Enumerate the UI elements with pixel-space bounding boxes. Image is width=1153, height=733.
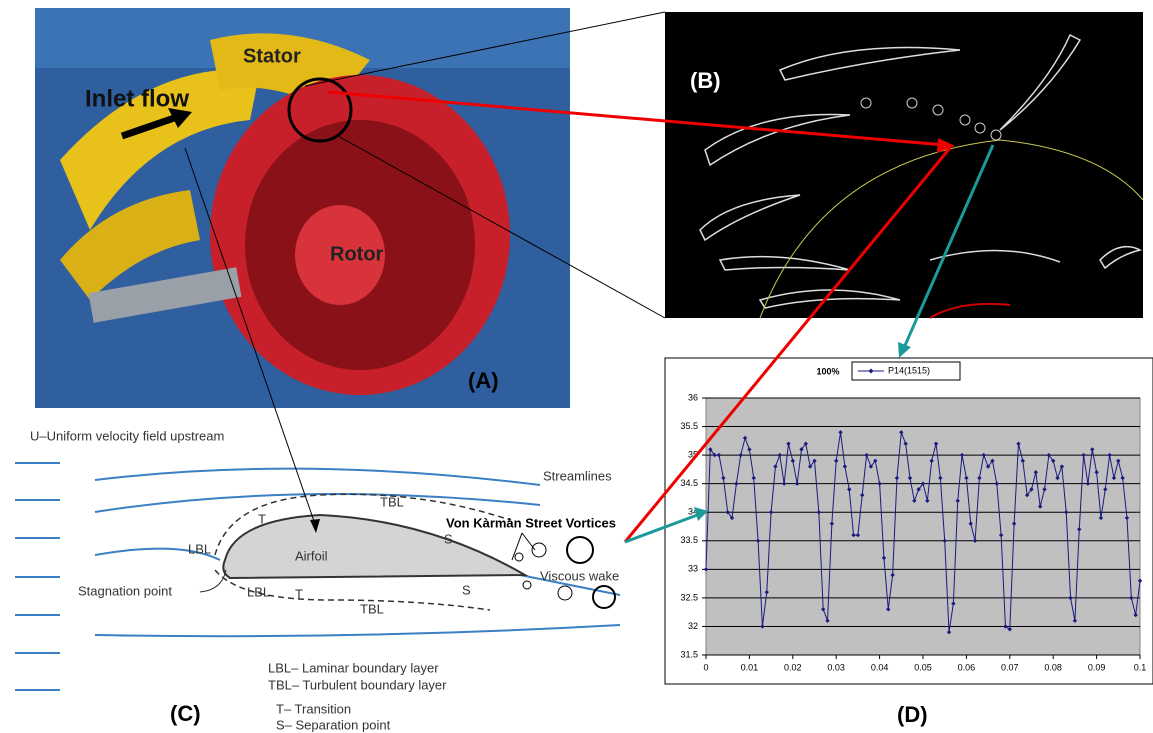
x-tick-label: 0.07 — [1001, 662, 1019, 672]
figure: Stator Inlet flow Rotor (A) (B) U–Unif — [0, 0, 1153, 733]
transition-label: T — [295, 586, 303, 601]
legend-item: S– Separation point — [276, 717, 391, 732]
transition-label: T — [258, 511, 266, 526]
lbl-label: LBL — [188, 541, 211, 556]
y-tick-label: 35.5 — [680, 421, 698, 431]
legend-label: P14(1515) — [888, 365, 930, 375]
photo-panel: Stator Inlet flow Rotor (A) — [35, 8, 570, 408]
y-tick-label: 32 — [688, 621, 698, 631]
x-tick-label: 0.06 — [958, 662, 976, 672]
airfoil-panel: U–Uniform velocity field upstream Stream… — [15, 428, 620, 732]
streamlines-label: Streamlines — [543, 468, 612, 483]
separation-label: S — [462, 582, 471, 597]
panel-label: (A) — [468, 368, 499, 393]
x-tick-label: 0.1 — [1134, 662, 1147, 672]
x-tick-label: 0.01 — [741, 662, 759, 672]
y-tick-label: 32.5 — [680, 592, 698, 602]
chart-title: 100% — [816, 366, 839, 376]
panel-label: (B) — [690, 68, 721, 93]
chart: 31.53232.53333.53434.53535.53600.010.020… — [680, 362, 1146, 672]
x-tick-label: 0 — [703, 662, 708, 672]
lbl-label: LBL — [247, 584, 270, 599]
x-tick-label: 0.03 — [827, 662, 845, 672]
stagnation-pointer — [200, 570, 226, 592]
y-tick-label: 33.5 — [680, 535, 698, 545]
x-tick-label: 0.02 — [784, 662, 802, 672]
x-tick-label: 0.05 — [914, 662, 932, 672]
legend-item: LBL– Laminar boundary layer — [268, 660, 439, 675]
tbl-label: TBL — [380, 494, 404, 509]
y-tick-label: 34.5 — [680, 478, 698, 488]
legend-item: T– Transition — [276, 701, 351, 716]
flow-arrows — [15, 463, 60, 690]
x-tick-label: 0.09 — [1088, 662, 1106, 672]
airfoil-label: Airfoil — [295, 548, 328, 563]
tbl-label: TBL — [360, 601, 384, 616]
x-tick-label: 0.04 — [871, 662, 889, 672]
panel-label: (D) — [897, 702, 928, 727]
rotor-label: Rotor — [330, 243, 384, 265]
panel-label: (C) — [170, 701, 201, 726]
cfd-panel: (B) — [665, 12, 1143, 318]
y-tick-label: 33 — [688, 564, 698, 574]
legend-item: TBL– Turbulent boundary layer — [268, 677, 447, 692]
y-tick-label: 36 — [688, 392, 698, 402]
separation-label: S — [444, 531, 453, 546]
y-tick-label: 31.5 — [680, 649, 698, 659]
inlet-flow-label: Inlet flow — [85, 85, 189, 112]
x-tick-label: 0.08 — [1044, 662, 1062, 672]
stagnation-label: Stagnation point — [78, 583, 172, 598]
stator-label: Stator — [243, 45, 301, 67]
vortices-label: Von Kàrmàn Street Vortices — [446, 515, 616, 530]
wake-label: Viscous wake — [540, 568, 619, 583]
upstream-label: U–Uniform velocity field upstream — [30, 428, 224, 443]
